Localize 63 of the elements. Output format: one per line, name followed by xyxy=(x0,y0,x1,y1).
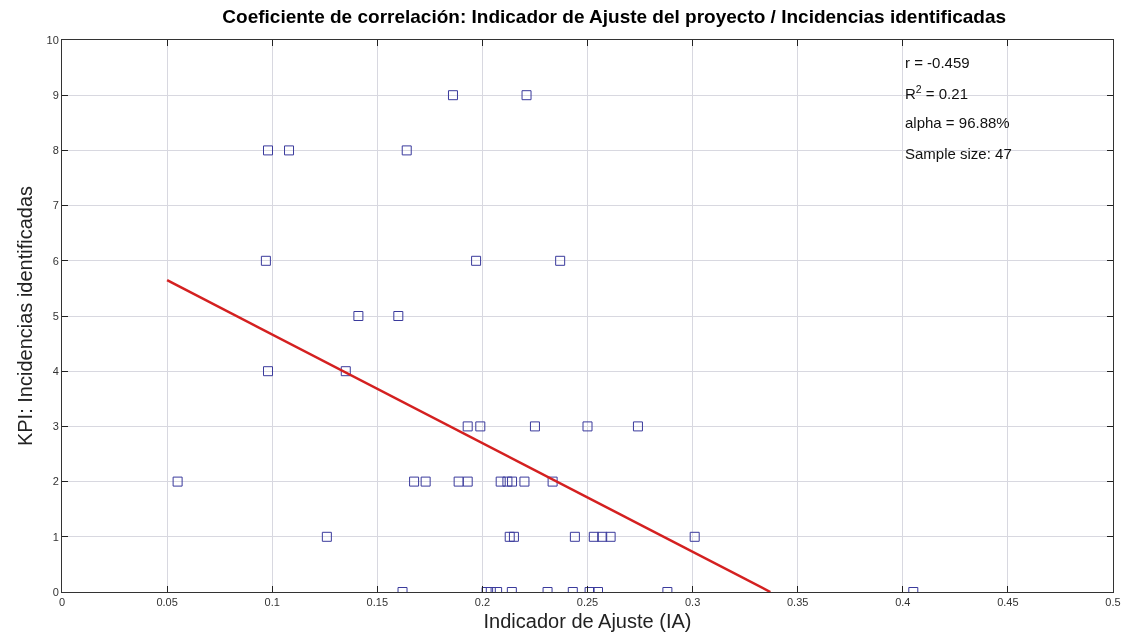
point xyxy=(321,531,332,542)
y-tick-label: 6 xyxy=(52,254,59,267)
point xyxy=(502,476,513,487)
point xyxy=(519,476,530,487)
y-tick-label: 1 xyxy=(52,530,59,543)
point xyxy=(529,421,540,432)
point xyxy=(447,90,458,101)
point xyxy=(547,476,558,487)
x-tick-label: 0.1 xyxy=(264,596,280,609)
point xyxy=(393,311,404,321)
point xyxy=(260,255,271,266)
point xyxy=(409,476,420,487)
x-tick-label: 0.45 xyxy=(997,596,1019,609)
point xyxy=(508,531,519,542)
point xyxy=(605,531,616,542)
x-tick-label: 0.5 xyxy=(1105,596,1121,609)
y-tick-label: 5 xyxy=(52,309,59,322)
point xyxy=(401,145,412,156)
point xyxy=(495,476,506,487)
x-tick-label: 0.4 xyxy=(895,596,911,609)
point xyxy=(420,476,431,487)
point xyxy=(582,421,593,432)
point xyxy=(462,421,473,432)
point xyxy=(353,311,364,321)
point xyxy=(453,476,464,487)
point xyxy=(569,531,580,542)
x-tick-label: 0.2 xyxy=(474,596,491,609)
y-tick-label: 0 xyxy=(52,585,59,598)
y-tick-label: 4 xyxy=(52,365,59,378)
x-tick-label: 0.25 xyxy=(576,596,599,609)
annotation: r = -0.459 xyxy=(905,54,970,71)
y-axis-title: KPI: Incidencias identificadas xyxy=(14,185,37,447)
point xyxy=(263,366,273,377)
annotation: Sample size: 47 xyxy=(905,145,1012,162)
point xyxy=(471,255,482,266)
point xyxy=(284,145,295,156)
y-tick-label: 3 xyxy=(52,420,59,433)
point xyxy=(521,90,532,101)
point xyxy=(504,531,515,542)
point xyxy=(632,421,643,432)
y-tick-label: 10 xyxy=(46,33,59,46)
point xyxy=(172,476,183,487)
x-tick-label: 0.3 xyxy=(684,596,701,609)
point xyxy=(340,366,351,377)
point xyxy=(588,531,599,542)
y-tick-label: 8 xyxy=(52,144,59,157)
y-tick-label: 2 xyxy=(52,475,59,488)
point xyxy=(462,476,473,487)
annotation: alpha = 96.88% xyxy=(905,114,1010,131)
x-tick-label: 0.15 xyxy=(366,596,389,609)
point xyxy=(263,145,273,156)
x-tick-label: 0.05 xyxy=(156,596,178,609)
chart-title: Coeficiente de correlación: Indicador de Ajuste del proyecto / Incidencias identificadas xyxy=(222,5,1007,27)
point xyxy=(555,255,566,266)
x-axis-title: Indicador de Ajuste (IA) xyxy=(483,609,692,632)
point xyxy=(597,531,608,542)
point xyxy=(475,421,486,432)
point xyxy=(689,531,700,542)
annotation: R$^{2}$ = 0.21 xyxy=(905,83,968,103)
y-tick-label: 9 xyxy=(52,89,59,102)
point xyxy=(507,476,518,487)
y-tick-label: 7 xyxy=(52,199,59,212)
x-tick-label: 0.35 xyxy=(786,596,809,609)
